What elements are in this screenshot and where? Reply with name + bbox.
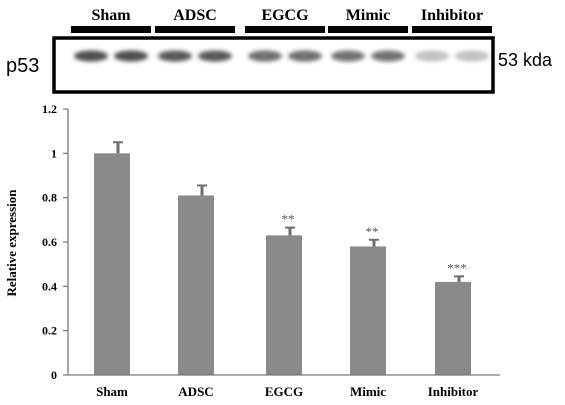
x-tick-label: Inhibitor — [428, 384, 479, 399]
blot-bands — [74, 50, 489, 62]
blot-group-label-sham: Sham — [91, 7, 131, 24]
blot-group-label-inhibitor: Inhibitor — [421, 7, 483, 24]
blot-group-bar — [328, 26, 408, 33]
y-axis-ticks: 0 0.2 0.4 0.6 0.8 1 1.2 — [42, 102, 68, 382]
blot-group-label-mimic: Mimic — [346, 7, 390, 24]
blot-group-bars — [71, 26, 492, 33]
blot-band — [248, 50, 282, 62]
size-label: 53 kda — [498, 50, 553, 70]
blot-band — [331, 50, 365, 62]
blot-group-bar — [245, 26, 325, 33]
blot-group-labels: Sham ADSC EGCG Mimic Inhibitor — [91, 7, 483, 24]
blot-band — [158, 50, 192, 62]
significance-label: ** — [366, 224, 379, 239]
blot-group-bar — [412, 26, 492, 33]
blot-group-label-adsc: ADSC — [173, 7, 217, 24]
blot-group-label-egcg: EGCG — [261, 7, 309, 24]
significance-labels: ******* — [282, 212, 467, 276]
blot-frame — [52, 36, 495, 94]
blot-band — [198, 50, 232, 62]
significance-label: *** — [447, 260, 467, 275]
western-blot-panel: Sham ADSC EGCG Mimic Inhibitor p53 53 kda — [6, 7, 553, 94]
bars — [94, 153, 471, 375]
y-tick-label: 0.2 — [42, 324, 57, 338]
blot-band — [288, 50, 322, 62]
y-tick-label: 0.6 — [42, 235, 57, 249]
protein-label: p53 — [6, 55, 39, 77]
y-tick-label: 1 — [51, 146, 57, 160]
bar-sham — [94, 153, 130, 375]
blot-group-bar — [155, 26, 235, 33]
y-tick-label: 1.2 — [42, 102, 57, 116]
significance-label: ** — [282, 212, 295, 227]
x-tick-label: Mimic — [350, 384, 386, 399]
bar-inhibitor — [435, 281, 471, 375]
error-bars — [113, 141, 464, 282]
blot-band — [455, 50, 489, 62]
y-tick-label: 0.4 — [42, 279, 57, 293]
bar-chart: Relative expression 0 0.2 0.4 0.6 0.8 1 1.2 **… — [4, 102, 500, 399]
x-axis-tick-labels: Sham ADSC EGCG Mimic Inhibitor — [96, 384, 478, 399]
x-tick-label: EGCG — [265, 384, 303, 399]
bar-egcg — [266, 235, 302, 375]
y-tick-label: 0 — [51, 368, 57, 382]
y-tick-label: 0.8 — [42, 191, 57, 205]
x-tick-label: Sham — [96, 384, 128, 399]
blot-band — [114, 50, 148, 62]
blot-band — [371, 50, 405, 62]
blot-band — [415, 50, 449, 62]
blot-group-bar — [71, 26, 151, 33]
blot-band — [74, 50, 108, 62]
bar-adsc — [178, 195, 214, 375]
y-axis-label: Relative expression — [4, 189, 19, 297]
x-tick-label: ADSC — [178, 384, 213, 399]
bar-mimic — [350, 246, 386, 375]
